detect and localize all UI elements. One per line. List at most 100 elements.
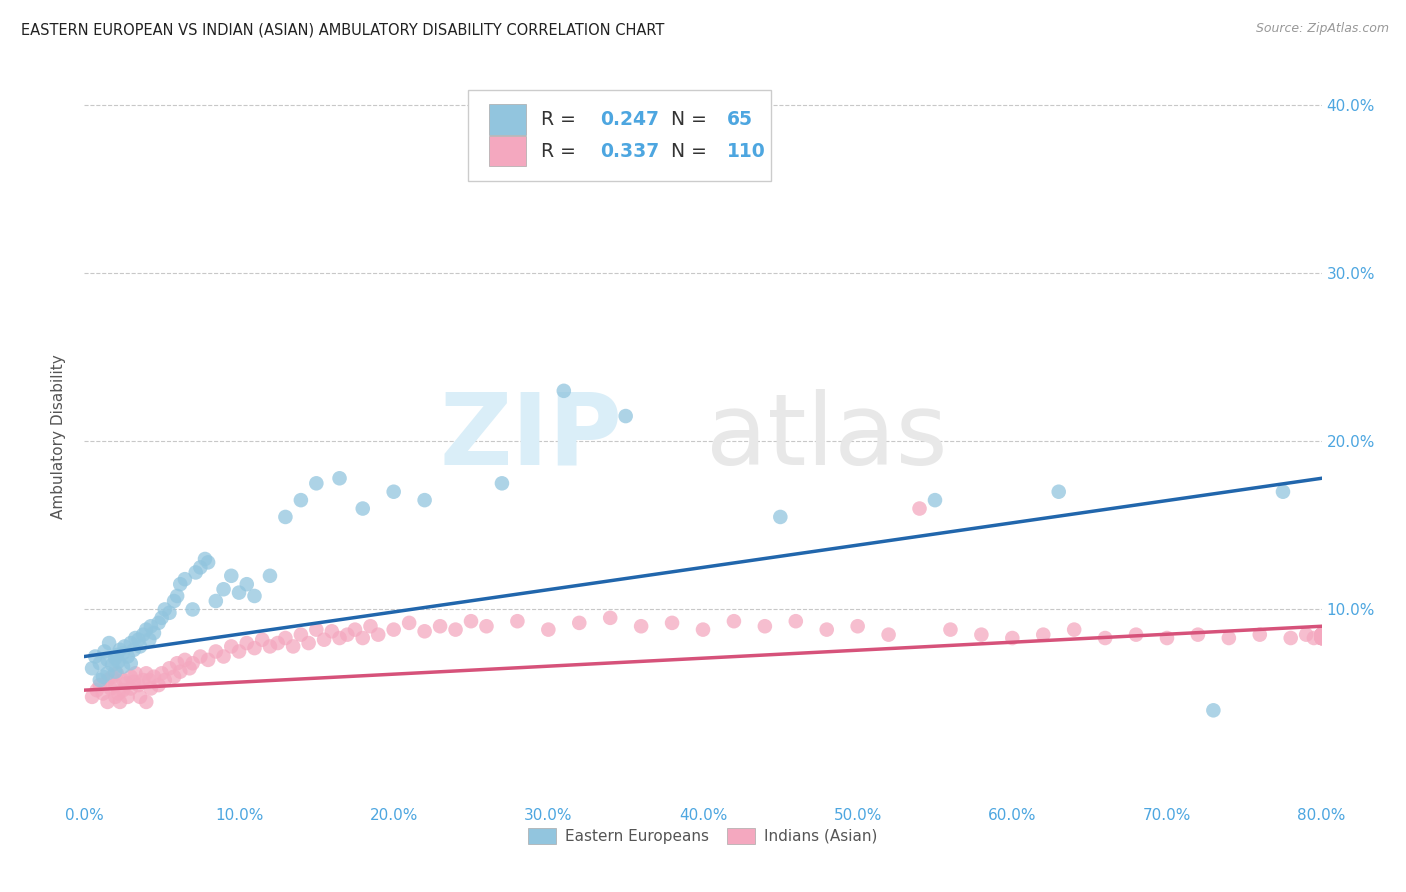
Point <box>1310 631 1333 645</box>
Point <box>1310 627 1333 641</box>
Point <box>328 631 352 645</box>
Point <box>491 476 513 491</box>
Point <box>153 602 176 616</box>
Point <box>274 631 297 645</box>
Point <box>89 657 111 671</box>
Point <box>630 619 652 633</box>
Point <box>129 640 152 654</box>
Point <box>235 636 259 650</box>
Point <box>1310 631 1333 645</box>
Point <box>194 552 217 566</box>
Point <box>336 627 359 641</box>
Text: R =: R = <box>541 110 582 129</box>
Text: ZIP: ZIP <box>440 389 623 485</box>
Point <box>166 657 188 671</box>
Point <box>939 623 962 637</box>
Y-axis label: Ambulatory Disability: Ambulatory Disability <box>51 355 66 519</box>
Point <box>352 631 374 645</box>
Text: 65: 65 <box>727 110 752 129</box>
Point <box>398 615 420 630</box>
Point <box>117 690 139 704</box>
Text: 0.337: 0.337 <box>600 142 659 161</box>
Point <box>846 619 869 633</box>
Point <box>1202 703 1225 717</box>
Point <box>413 493 436 508</box>
Point <box>219 569 242 583</box>
Point <box>661 615 683 630</box>
Point <box>1187 627 1209 641</box>
Point <box>107 655 129 669</box>
Point <box>143 670 166 684</box>
Point <box>117 649 139 664</box>
Point <box>84 649 107 664</box>
Point <box>82 690 104 704</box>
Point <box>1310 631 1333 645</box>
Point <box>553 384 575 398</box>
Text: 0.247: 0.247 <box>600 110 659 129</box>
Point <box>1156 631 1178 645</box>
Point <box>367 627 389 641</box>
Point <box>174 572 197 586</box>
Point <box>243 641 266 656</box>
Point <box>122 642 145 657</box>
Point <box>181 657 204 671</box>
Point <box>135 666 157 681</box>
Point <box>89 678 111 692</box>
Point <box>312 632 335 647</box>
Point <box>1063 623 1085 637</box>
Text: Source: ZipAtlas.com: Source: ZipAtlas.com <box>1256 22 1389 36</box>
Point <box>148 678 170 692</box>
Point <box>1032 627 1054 641</box>
Point <box>139 619 162 633</box>
FancyBboxPatch shape <box>489 104 526 135</box>
Point <box>1218 631 1240 645</box>
Point <box>877 627 900 641</box>
Point <box>112 659 135 673</box>
Point <box>89 673 111 687</box>
Point <box>815 623 838 637</box>
Point <box>259 640 281 654</box>
Point <box>188 649 211 664</box>
Point <box>537 623 560 637</box>
Point <box>219 640 242 654</box>
Point <box>139 681 162 696</box>
Point <box>769 510 792 524</box>
Point <box>599 611 621 625</box>
Point <box>259 569 281 583</box>
Point <box>1249 627 1271 641</box>
Point <box>343 623 366 637</box>
Point <box>169 665 191 679</box>
Text: EASTERN EUROPEAN VS INDIAN (ASIAN) AMBULATORY DISABILITY CORRELATION CHART: EASTERN EUROPEAN VS INDIAN (ASIAN) AMBUL… <box>21 22 665 37</box>
Point <box>1310 631 1333 645</box>
Point <box>1310 631 1333 645</box>
Point <box>169 577 191 591</box>
Point <box>166 589 188 603</box>
Point <box>174 653 197 667</box>
Point <box>460 614 482 628</box>
Text: N =: N = <box>671 142 713 161</box>
Point <box>274 510 297 524</box>
Point <box>91 686 114 700</box>
Point <box>108 642 131 657</box>
Point <box>382 623 405 637</box>
Point <box>908 501 931 516</box>
Point <box>148 615 170 630</box>
Point <box>1295 627 1317 641</box>
Point <box>96 695 118 709</box>
Point <box>250 632 273 647</box>
Point <box>1310 627 1333 641</box>
Point <box>159 606 180 620</box>
Point <box>96 673 118 687</box>
Point <box>120 670 142 684</box>
Point <box>107 686 129 700</box>
Point <box>281 640 305 654</box>
Point <box>115 676 138 690</box>
Point <box>138 673 160 687</box>
Point <box>429 619 451 633</box>
Point <box>614 409 637 423</box>
Point <box>970 627 993 641</box>
Point <box>1001 631 1024 645</box>
Point <box>104 690 127 704</box>
Point <box>163 670 186 684</box>
Point <box>82 661 104 675</box>
